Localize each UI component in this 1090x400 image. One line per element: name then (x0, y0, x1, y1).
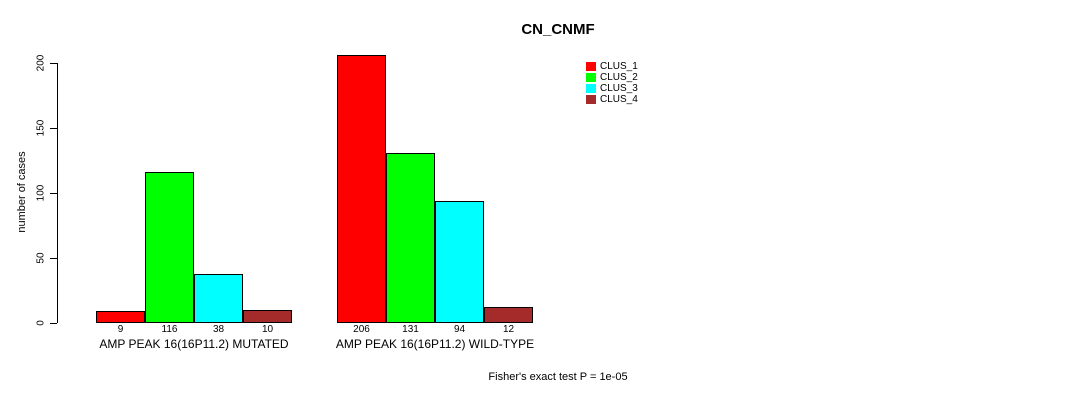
y-axis-tick (50, 322, 57, 324)
fisher-test-annotation: Fisher's exact test P = 1e-05 (488, 371, 628, 383)
y-axis-tick (50, 62, 57, 64)
bar-value-label: 10 (261, 324, 274, 335)
bar-value-label: 131 (402, 324, 419, 335)
bar-value-label: 12 (502, 324, 515, 335)
bar-clus_4-group1 (243, 310, 292, 323)
y-axis-label: number of cases (16, 151, 28, 233)
bar-value-label: 206 (353, 324, 370, 335)
category-label: AMP PEAK 16(16P11.2) WILD-TYPE (335, 337, 535, 351)
bar-clus_2-group2 (386, 153, 435, 323)
bar-clus_1-group1 (96, 311, 145, 323)
y-axis-tick-label: 100 (35, 184, 47, 202)
legend-item: CLUS_3 (586, 83, 638, 94)
bar-value-label: 38 (212, 324, 225, 335)
legend-label: CLUS_2 (600, 72, 638, 83)
bar-clus_3-group1 (194, 274, 243, 323)
legend-label: CLUS_1 (600, 61, 638, 72)
bar-clus_3-group2 (435, 201, 484, 323)
legend-item: CLUS_4 (586, 94, 638, 105)
bar-clus_2-group1 (145, 172, 194, 323)
y-axis-tick-label: 0 (35, 320, 47, 326)
y-axis-tick (50, 257, 57, 259)
y-axis-tick-label: 200 (35, 54, 47, 72)
legend-swatch-icon (586, 73, 596, 82)
bar-clus_4-group2 (484, 307, 533, 323)
legend-item: CLUS_1 (586, 61, 638, 72)
y-axis-line (57, 63, 58, 323)
legend-swatch-icon (586, 95, 596, 104)
bar-value-label: 94 (453, 324, 466, 335)
category-label: AMP PEAK 16(16P11.2) MUTATED (99, 337, 289, 351)
y-axis-tick (50, 192, 57, 194)
bar-clus_1-group2 (337, 55, 386, 323)
legend-item: CLUS_2 (586, 72, 638, 83)
legend-label: CLUS_3 (600, 83, 638, 94)
legend-swatch-icon (586, 62, 596, 71)
legend-swatch-icon (586, 84, 596, 93)
bar-value-label: 9 (117, 324, 124, 335)
y-axis-tick (50, 127, 57, 129)
y-axis-tick-label: 50 (35, 252, 47, 264)
chart-title: CN_CNMF (521, 21, 595, 38)
legend: CLUS_1 CLUS_2 CLUS_3 CLUS_4 (586, 61, 638, 105)
bar-value-label: 116 (161, 324, 178, 335)
y-axis-tick-label: 150 (35, 119, 47, 137)
legend-label: CLUS_4 (600, 94, 638, 105)
